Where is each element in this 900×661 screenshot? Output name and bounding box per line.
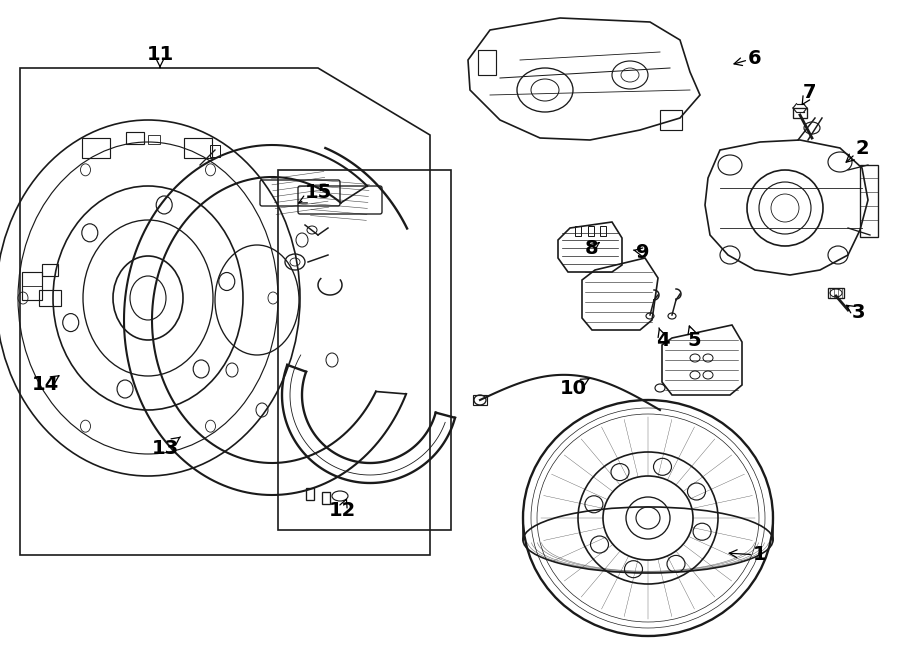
Text: 4: 4	[656, 328, 670, 350]
Bar	[660, 110, 682, 130]
Text: 13: 13	[151, 437, 180, 457]
Text: 6: 6	[734, 48, 761, 67]
Text: 9: 9	[634, 243, 650, 262]
Bar	[860, 165, 878, 237]
Bar	[82, 138, 110, 158]
Bar	[22, 272, 42, 300]
Text: 12: 12	[328, 499, 356, 520]
Text: 2: 2	[846, 139, 868, 162]
Bar	[473, 395, 487, 405]
Text: 7: 7	[802, 83, 817, 104]
Bar	[793, 108, 807, 118]
Bar	[278, 170, 451, 530]
Text: 15: 15	[299, 184, 331, 203]
Bar	[828, 288, 844, 298]
Bar	[575, 226, 581, 236]
Text: 14: 14	[32, 375, 59, 395]
Bar	[600, 226, 606, 236]
Bar	[478, 50, 496, 75]
Text: 8: 8	[585, 239, 599, 258]
Bar	[126, 132, 144, 144]
Bar	[210, 145, 220, 157]
Text: 3: 3	[847, 303, 865, 323]
Bar	[39, 290, 61, 306]
Text: 1: 1	[729, 545, 767, 564]
Bar	[148, 135, 160, 144]
Bar	[184, 138, 212, 158]
Bar	[306, 488, 314, 500]
Text: 10: 10	[560, 379, 590, 397]
Bar	[42, 264, 58, 276]
Bar	[322, 492, 330, 504]
Text: 5: 5	[688, 326, 701, 350]
Bar	[588, 226, 594, 236]
Text: 11: 11	[147, 46, 174, 67]
